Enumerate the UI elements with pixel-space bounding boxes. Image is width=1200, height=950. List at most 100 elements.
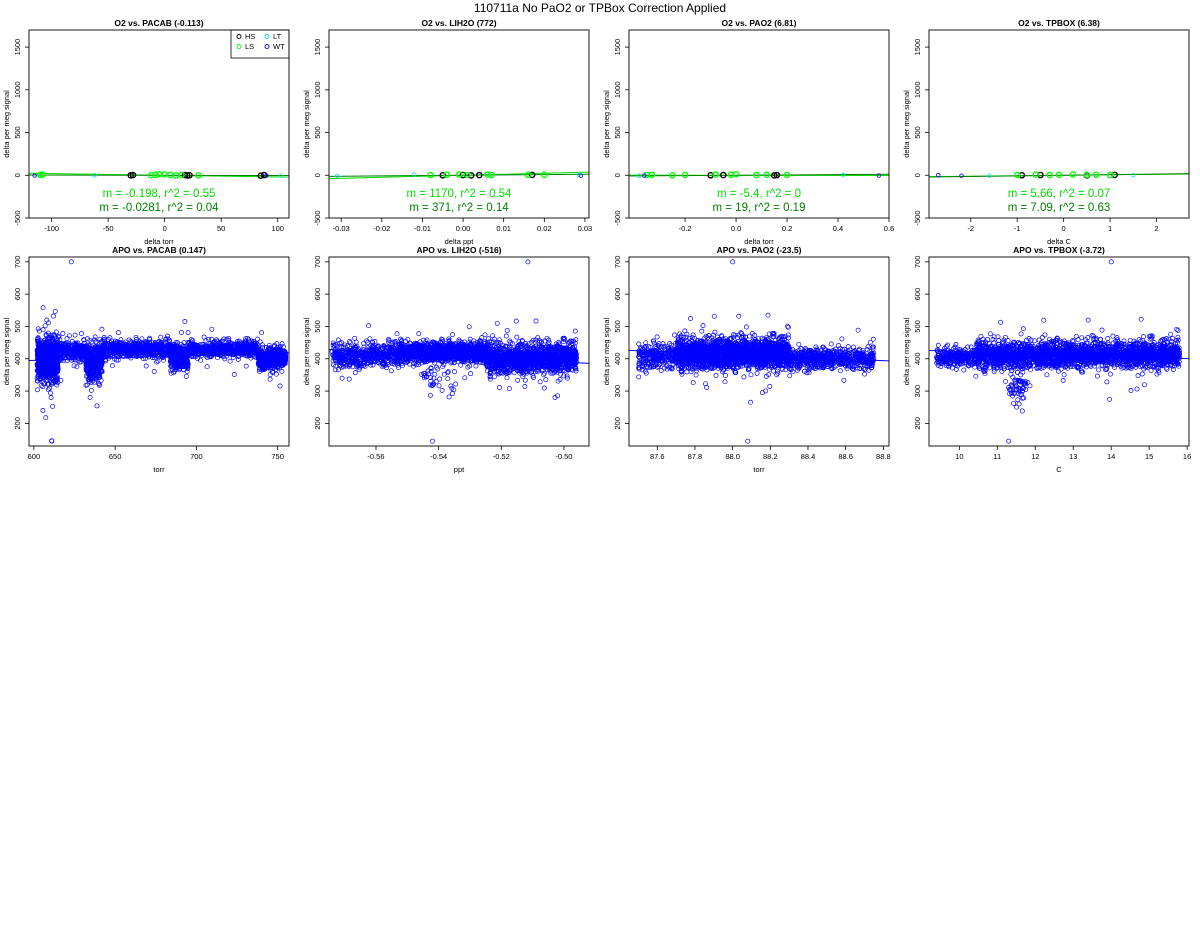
data-point (107, 335, 113, 341)
data-point (56, 333, 62, 339)
data-point (134, 349, 140, 355)
data-point (208, 336, 214, 342)
data-point (101, 344, 107, 350)
data-point (40, 305, 46, 311)
data-point (187, 349, 193, 355)
data-point-lt (1131, 172, 1136, 178)
data-point (206, 336, 211, 342)
data-point-ls (167, 171, 174, 179)
data-point (96, 375, 102, 381)
data-point-hs (260, 171, 268, 179)
x-tick-label: 0.03 (578, 224, 593, 233)
data-point-ls (783, 171, 791, 179)
data-point (37, 377, 43, 383)
data-point (223, 348, 229, 354)
data-point (95, 362, 101, 368)
data-point (54, 382, 60, 388)
data-point (245, 335, 251, 341)
data-point (346, 376, 352, 382)
data-point (117, 351, 123, 357)
x-tick-label: -0.54 (430, 452, 447, 461)
data-point (186, 340, 192, 346)
data-point (452, 369, 457, 375)
data-point (398, 336, 404, 342)
data-point (89, 346, 95, 352)
data-point (35, 326, 41, 332)
data-point (79, 345, 84, 350)
data-point-ls (443, 171, 451, 179)
data-point (168, 355, 173, 360)
y-tick-label: 0 (613, 173, 622, 177)
data-point (261, 367, 267, 372)
data-point (178, 359, 184, 365)
x-tick-label: -0.2 (679, 224, 692, 233)
data-point (347, 340, 353, 346)
data-point-hs (257, 172, 265, 179)
chart-title: O2 vs. PAO2 (6.81) (722, 18, 797, 28)
data-point (35, 367, 41, 373)
regression-annotation: m = 19, r^2 = 0.19 (713, 202, 806, 214)
data-point (207, 349, 213, 355)
x-tick-label: 50 (217, 224, 225, 233)
data-point (191, 341, 197, 347)
data-point (388, 345, 394, 350)
x-tick-label: -1 (1014, 224, 1021, 233)
data-point (69, 352, 75, 358)
data-point (177, 364, 183, 370)
data-point (275, 347, 281, 353)
data-point (143, 363, 149, 369)
data-point (49, 333, 55, 339)
data-point (177, 356, 183, 362)
data-point (66, 333, 72, 339)
fit-line (29, 352, 289, 361)
data-point (58, 346, 64, 352)
data-point (259, 330, 265, 336)
data-point (40, 327, 46, 333)
chart-title: O2 vs. LIH2O (772) (421, 18, 496, 28)
data-point (242, 342, 248, 348)
x-tick-label: 0 (1062, 224, 1066, 233)
data-point (243, 336, 249, 342)
x-tick-label: 650 (109, 452, 122, 461)
data-point (339, 364, 345, 370)
data-point-ls (669, 171, 676, 179)
data-point (55, 366, 61, 372)
data-point (259, 357, 265, 363)
data-point (236, 347, 242, 353)
page-title: 110711a No PaO2 or TPBox Correction Appl… (473, 1, 727, 15)
data-point (385, 351, 391, 356)
plot-area (29, 170, 289, 179)
chart-title: APO vs. LIH2O (-516) (416, 245, 501, 255)
data-point (48, 390, 53, 396)
x-tick-label: -0.56 (367, 452, 384, 461)
data-point-ls (195, 172, 202, 179)
data-point (360, 349, 366, 355)
data-point (268, 355, 274, 361)
y-tick-label: 1500 (13, 39, 22, 56)
plot-area (329, 171, 589, 180)
y-tick-label: 1000 (613, 81, 622, 98)
data-point (182, 319, 188, 324)
data-point (330, 340, 336, 346)
data-point (198, 357, 204, 363)
data-point (78, 331, 84, 336)
data-point (242, 352, 248, 358)
data-point (354, 352, 360, 358)
data-point (231, 343, 237, 349)
data-point (248, 352, 254, 358)
data-point (63, 351, 69, 357)
data-point (137, 348, 143, 354)
x-tick-label: 1 (1108, 224, 1112, 233)
y-tick-label: 600 (313, 288, 322, 301)
data-point (367, 336, 373, 342)
data-point (250, 342, 256, 348)
data-point (375, 344, 381, 350)
data-point (364, 357, 370, 363)
data-point-wt (642, 173, 647, 178)
data-point (147, 351, 153, 357)
plot-area (29, 259, 289, 444)
data-point (266, 345, 272, 351)
data-point (267, 360, 273, 366)
data-point (45, 381, 51, 387)
